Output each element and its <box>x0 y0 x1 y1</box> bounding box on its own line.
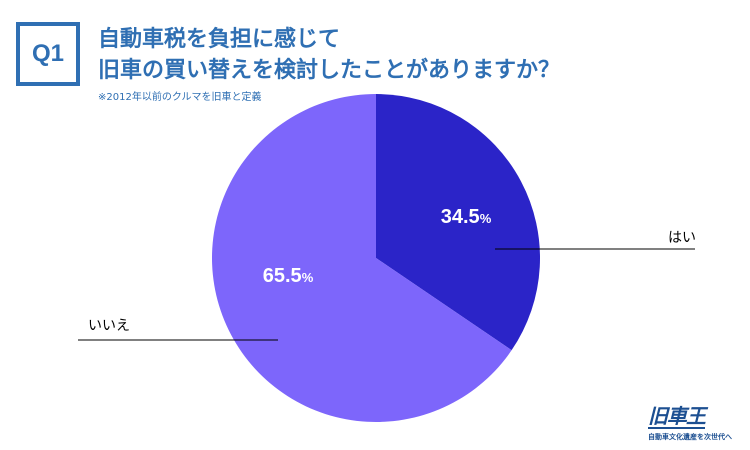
question-badge: Q1 <box>16 22 80 86</box>
slice-value-label: 34.5% <box>441 206 492 228</box>
brand-logo: 旧車王 自動車文化遺産を次世代へ <box>648 405 743 445</box>
logo-tagline: 自動車文化遺産を次世代へ <box>648 433 732 441</box>
category-label: はい <box>668 230 696 246</box>
title-line-1: 自動車税を負担に感じて <box>98 27 341 52</box>
question-title: 自動車税を負担に感じて 旧車の買い替えを検討したことがありますか？ <box>98 24 560 86</box>
definition-note: ※2012年以前のクルマを旧車と定義 <box>98 92 262 103</box>
title-line-2: 旧車の買い替えを検討したことがありますか？ <box>98 58 561 83</box>
slice-value-label: 65.5% <box>263 265 314 287</box>
pie-slice-no <box>211 93 512 422</box>
pie-slice-yes <box>376 94 540 351</box>
logo-mark: 旧車王 <box>648 404 706 429</box>
category-label: いいえ <box>88 318 130 334</box>
